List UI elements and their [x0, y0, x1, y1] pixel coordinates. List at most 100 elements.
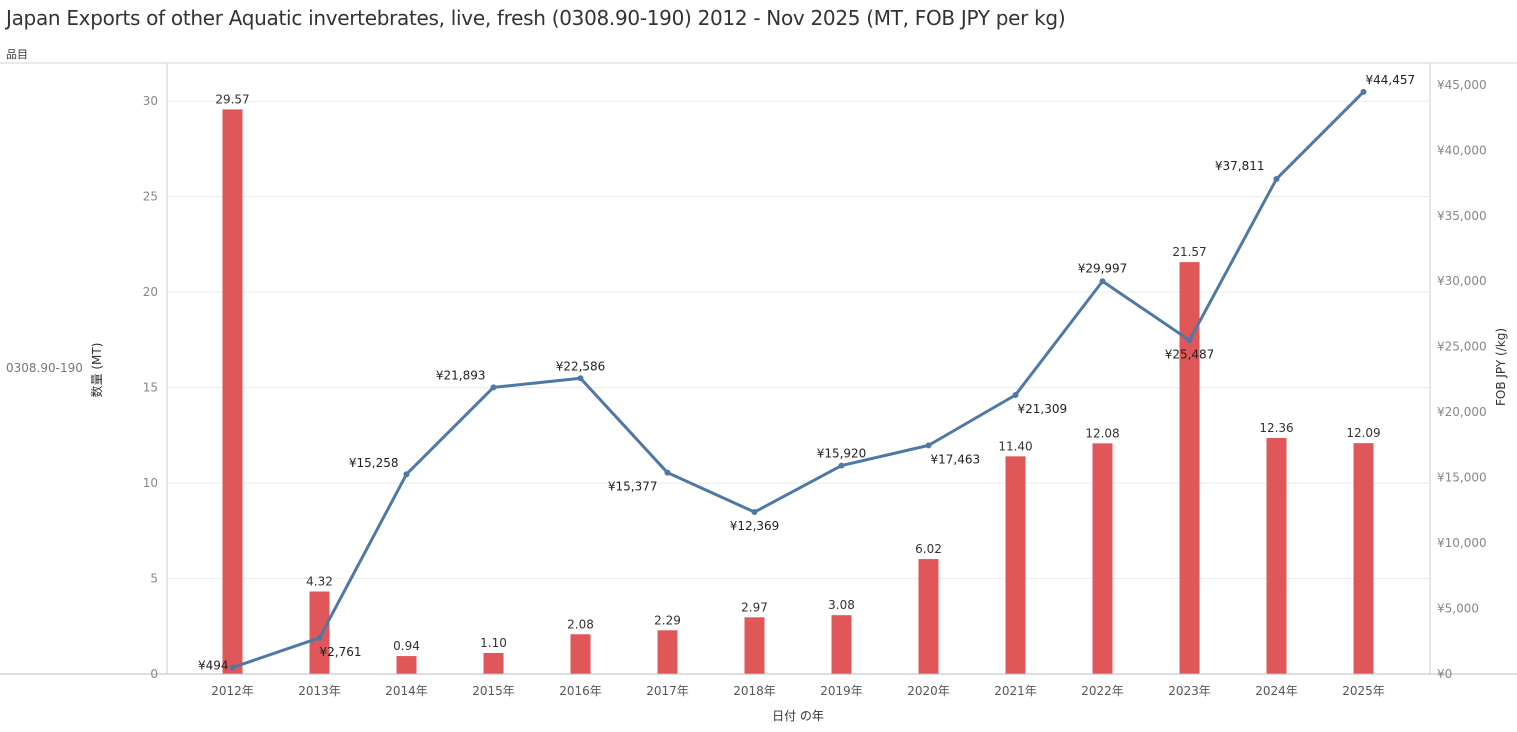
y-right-tick-label: ¥5,000	[1437, 602, 1479, 616]
x-tick-label: 2016年	[559, 684, 602, 698]
line-point-2024年	[1273, 175, 1280, 182]
line-point-2021年	[1012, 392, 1019, 399]
bar-2012年	[222, 109, 243, 674]
y-right-tick-label: ¥25,000	[1437, 340, 1487, 354]
x-tick-label: 2019年	[820, 684, 863, 698]
bar-2025年	[1353, 443, 1374, 674]
line-value-label: ¥21,309	[1018, 402, 1068, 416]
x-tick-label: 2014年	[385, 684, 428, 698]
bar-2020年	[918, 559, 939, 674]
chart-title: Japan Exports of other Aquatic invertebr…	[6, 6, 1066, 30]
line-value-label: ¥25,487	[1165, 347, 1215, 361]
bar-value-label: 2.08	[567, 617, 594, 631]
line-point-2018年	[751, 509, 758, 516]
y-left-tick-label: 25	[143, 190, 158, 204]
x-tick-label: 2018年	[733, 684, 776, 698]
x-tick-label: 2024年	[1255, 684, 1298, 698]
bar-value-label: 2.29	[654, 613, 681, 627]
line-point-2012年	[229, 664, 236, 671]
line-value-label: ¥2,761	[320, 645, 362, 659]
x-tick-label: 2022年	[1081, 684, 1124, 698]
bar-2014年	[396, 656, 417, 674]
x-tick-label: 2020年	[907, 684, 950, 698]
line-point-2019年	[838, 462, 845, 469]
y-right-tick-label: ¥40,000	[1437, 143, 1487, 157]
axes: 0 5 10 15 20 25 30 ¥0 ¥5,000 ¥10,000 ¥15,000 ¥20,00…	[0, 62, 1517, 723]
y-left-tick-label: 15	[143, 381, 158, 395]
x-tick-label: 2021年	[994, 684, 1037, 698]
y-right-tick-label: ¥10,000	[1437, 536, 1487, 550]
y-right-tick-label: ¥0	[1437, 667, 1452, 681]
y-left-tick-label: 20	[143, 285, 158, 299]
line-point-2013年	[316, 634, 323, 641]
bar-value-label: 1.10	[480, 636, 507, 650]
bar-2024年	[1266, 438, 1287, 674]
bar-value-label: 11.40	[998, 439, 1032, 453]
bar-value-label: 12.08	[1085, 426, 1119, 440]
y-right-tick-label: ¥15,000	[1437, 471, 1487, 485]
y-right-tick-label: ¥45,000	[1437, 78, 1487, 92]
line-value-label: ¥29,997	[1078, 261, 1128, 275]
bar-2021年	[1005, 456, 1026, 674]
bar-value-label: 4.32	[306, 575, 333, 589]
line-point-2016年	[577, 375, 584, 382]
bar-2016年	[570, 634, 591, 674]
bar-value-label: 12.09	[1346, 426, 1380, 440]
y-right-axis-title: FOB JPY (/kg)	[1494, 328, 1508, 406]
y-right-tick-label: ¥20,000	[1437, 405, 1487, 419]
bar-value-label: 2.97	[741, 600, 768, 614]
line-series	[229, 88, 1367, 671]
bar-value-label: 29.57	[215, 92, 249, 106]
x-tick-label: 2023年	[1168, 684, 1211, 698]
line-point-2015年	[490, 384, 497, 391]
x-tick-label: 2012年	[211, 684, 254, 698]
row-header: 品目	[6, 48, 28, 61]
bar-2017年	[657, 630, 678, 674]
x-tick-label: 2013年	[298, 684, 341, 698]
y-left-tick-label: 0	[150, 667, 158, 681]
bar-2022年	[1092, 443, 1113, 674]
bar-2013年	[309, 591, 330, 674]
bar-2019年	[831, 615, 852, 674]
line-value-label: ¥12,369	[730, 519, 780, 533]
line-value-label: ¥37,811	[1215, 159, 1265, 173]
line-point-2014年	[403, 471, 410, 478]
line-value-label: ¥494	[198, 659, 229, 673]
line-value-label: ¥21,893	[436, 368, 486, 382]
bar-2015年	[483, 652, 504, 674]
bar-value-label: 12.36	[1259, 421, 1293, 435]
x-tick-label: 2017年	[646, 684, 689, 698]
x-axis-title: 日付 の年	[772, 709, 824, 723]
line-point-2023年	[1186, 337, 1193, 344]
y-left-tick-label: 5	[150, 572, 158, 586]
bar-2023年	[1179, 262, 1200, 674]
line-value-label: ¥22,586	[556, 359, 606, 373]
gridlines	[167, 100, 1430, 580]
line-point-2022年	[1099, 278, 1106, 285]
line-value-label: ¥15,920	[817, 447, 867, 461]
bar-2018年	[744, 617, 765, 674]
y-right-tick-label: ¥35,000	[1437, 209, 1487, 223]
data-labels: 29.57 4.32 0.94 1.10 2.08 2.29 2.97 3.08 6.02 11.…	[198, 73, 1415, 673]
line-value-label: ¥17,463	[931, 452, 981, 466]
bar-value-label: 6.02	[915, 542, 942, 556]
bar-series	[222, 109, 1374, 674]
line-point-2025年	[1360, 88, 1367, 95]
bar-value-label: 21.57	[1172, 245, 1206, 259]
x-tick-label: 2015年	[472, 684, 515, 698]
bar-value-label: 0.94	[393, 639, 420, 653]
line-value-label: ¥15,258	[349, 456, 399, 470]
price-line	[232, 90, 1365, 669]
y-left-tick-label: 10	[143, 476, 158, 490]
y-left-axis-title: 数量 (MT)	[89, 343, 104, 398]
line-point-2020年	[925, 442, 932, 449]
y-right-tick-label: ¥30,000	[1437, 274, 1487, 288]
x-tick-label: 2025年	[1342, 684, 1385, 698]
line-point-2017年	[664, 469, 671, 476]
row-label: 0308.90-190	[6, 361, 83, 375]
bar-value-label: 3.08	[828, 598, 855, 612]
line-value-label: ¥15,377	[608, 480, 658, 494]
line-value-label: ¥44,457	[1366, 73, 1416, 87]
y-left-tick-label: 30	[143, 94, 158, 108]
